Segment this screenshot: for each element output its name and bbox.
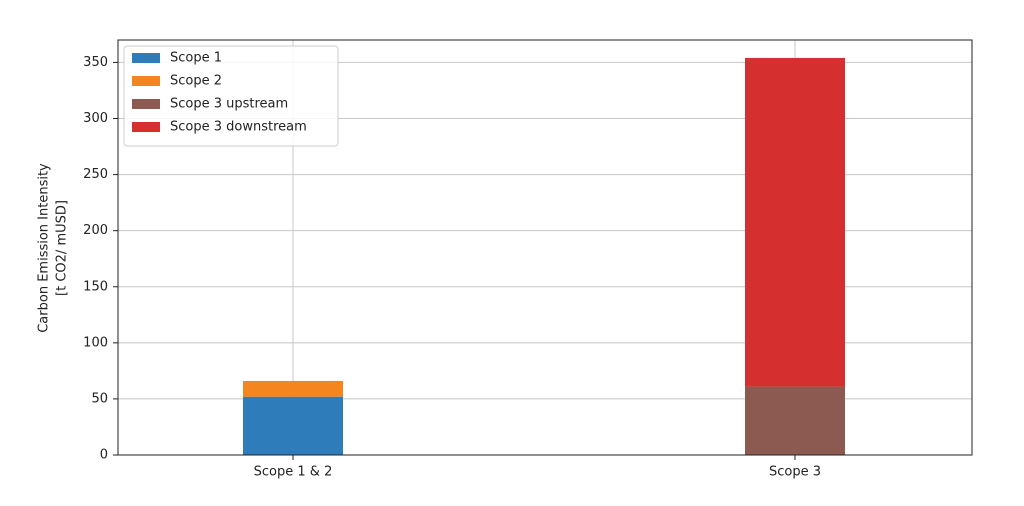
x-tick-label: Scope 1 & 2: [254, 465, 333, 480]
legend-swatch: [132, 99, 160, 109]
y-tick-label: 100: [83, 335, 108, 350]
legend-swatch: [132, 53, 160, 63]
bar-segment: [243, 380, 343, 397]
y-tick-label: 150: [83, 279, 108, 294]
y-tick-label: 250: [83, 167, 108, 182]
y-tick-label: 0: [100, 448, 108, 463]
legend-label: Scope 1: [170, 51, 222, 66]
y-tick-label: 200: [83, 223, 108, 238]
legend-label: Scope 2: [170, 74, 222, 89]
legend-swatch: [132, 76, 160, 86]
bar-segment: [745, 57, 845, 387]
legend-box: [123, 45, 339, 147]
legend: Scope 1 Scope 2 Scope 3 upstream Scope 3 do…: [123, 45, 339, 147]
legend-label: Scope 3 downstream: [170, 120, 307, 135]
y-tick-label: 300: [83, 111, 108, 126]
bar-segment: [745, 386, 845, 455]
legend-swatch: [132, 122, 160, 132]
y-axis-label: [t CO2/ mUSD]: [55, 200, 70, 296]
y-tick-label: 350: [83, 55, 108, 70]
legend-label: Scope 3 upstream: [170, 97, 288, 112]
y-tick-label: 50: [91, 391, 108, 406]
x-tick-label: Scope 3: [769, 465, 821, 480]
bar-segment: [243, 396, 343, 455]
plot-frame: [117, 39, 973, 456]
y-axis-label: Carbon Emission Intensity: [37, 163, 52, 333]
